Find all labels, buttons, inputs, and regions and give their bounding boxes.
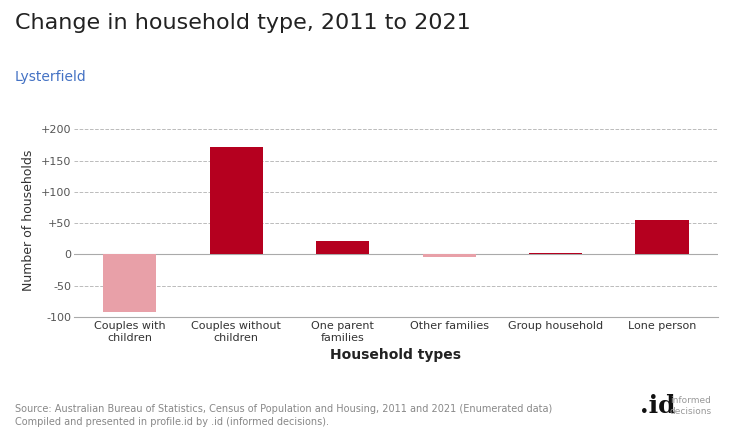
Bar	[529, 253, 582, 254]
X-axis label: Household types: Household types	[330, 348, 462, 362]
Bar	[423, 254, 476, 257]
Text: Lysterfield: Lysterfield	[15, 70, 87, 84]
Text: Change in household type, 2011 to 2021: Change in household type, 2011 to 2021	[15, 13, 471, 33]
Text: Source: Australian Bureau of Statistics, Census of Population and Housing, 2011 : Source: Australian Bureau of Statistics,…	[15, 403, 552, 427]
Bar	[636, 220, 688, 254]
Y-axis label: Number of households: Number of households	[22, 149, 36, 291]
Bar	[104, 254, 156, 312]
Bar	[209, 147, 263, 254]
Text: .id: .id	[640, 394, 676, 418]
Text: informed
decisions: informed decisions	[670, 396, 712, 416]
Bar	[316, 241, 369, 254]
